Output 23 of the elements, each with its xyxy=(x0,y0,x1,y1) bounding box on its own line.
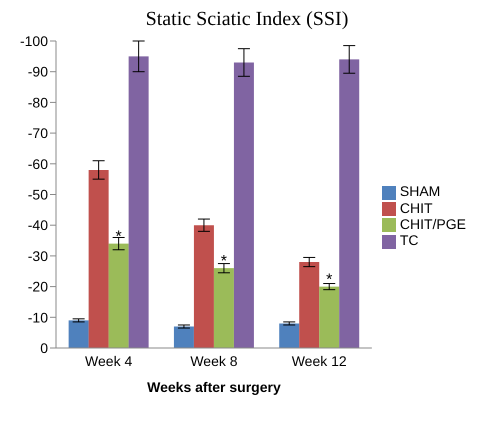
y-tick-label: -30 xyxy=(28,248,48,264)
legend-label: CHIT/PGE xyxy=(400,216,466,232)
data-label: * xyxy=(116,228,122,246)
y-tick-label: -40 xyxy=(28,217,48,234)
data-label: * xyxy=(326,272,332,289)
x-tick-label: Week 8 xyxy=(190,352,238,369)
legend-label: TC xyxy=(400,232,419,248)
x-tick-label: Week 4 xyxy=(85,352,132,369)
y-tick-label: -70 xyxy=(28,125,48,142)
data-label: * xyxy=(220,253,228,270)
y-tick-label: -80 xyxy=(28,94,48,110)
legend-label: CHIT xyxy=(400,200,433,216)
y-tick-label: 0 xyxy=(40,340,48,356)
chart-title: Static Sciatic Index (SSI) xyxy=(144,8,350,31)
y-tick-label: -20 xyxy=(28,278,48,295)
x-tick-label: Week 12 xyxy=(292,352,347,369)
x-axis-title: Weeks after surgery xyxy=(147,379,281,395)
y-tick-label: -100 xyxy=(20,32,48,49)
y-tick-label: -60 xyxy=(28,156,48,172)
legend-label: SHAM xyxy=(400,183,440,200)
y-tick-label: -10 xyxy=(28,309,48,326)
y-tick-label: -90 xyxy=(28,64,48,80)
y-tick-label: -50 xyxy=(28,186,48,202)
